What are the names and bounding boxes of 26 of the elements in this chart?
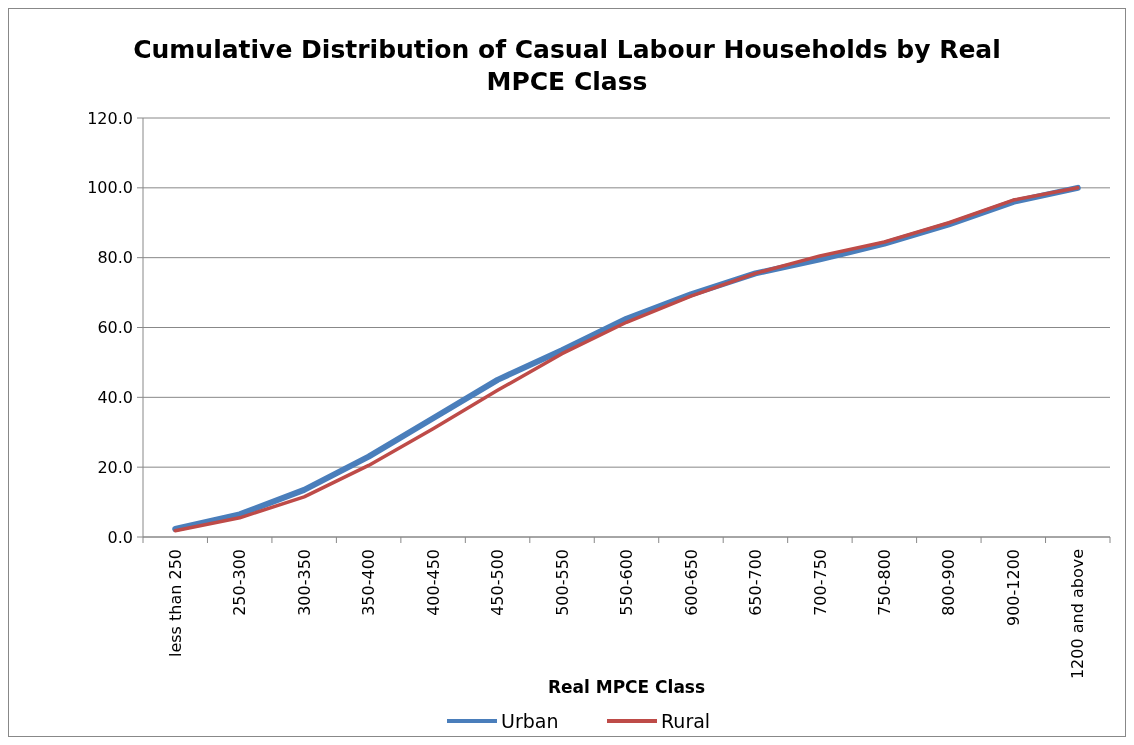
x-tick-label: 500-550 (552, 549, 572, 616)
x-tick-label: 250-300 (230, 549, 250, 616)
legend-label: Urban (501, 709, 559, 732)
y-tick-label: 0.0 (107, 527, 133, 547)
y-tick-label: 20.0 (97, 457, 133, 477)
legend-label: Rural (661, 709, 711, 732)
x-tick-label: 650-700 (746, 549, 766, 616)
x-tick-label: 400-450 (423, 549, 443, 616)
x-tick-label: 350-400 (359, 549, 379, 616)
x-axis-title: Real MPCE Class (547, 677, 706, 697)
x-tick-label: 750-800 (874, 549, 894, 616)
x-tick-label: less than 250 (165, 549, 185, 658)
y-tick-label: 100.0 (87, 178, 133, 198)
y-tick-label: 80.0 (97, 248, 133, 268)
y-tick-label: 120.0 (87, 108, 133, 128)
y-tick-label: 40.0 (97, 387, 133, 407)
x-tick-label: 800-900 (939, 549, 959, 616)
x-tick-label: 700-750 (810, 549, 830, 616)
x-tick-label: 450-500 (488, 549, 508, 616)
chart-title: Cumulative Distribution of Casual Labour Households by Real MPCE Class (133, 35, 1001, 96)
x-tick-label: 300-350 (294, 549, 314, 616)
x-tick-label: 600-650 (681, 549, 701, 616)
x-tick-label: 550-600 (617, 549, 637, 616)
x-tick-label: 900-1200 (1003, 549, 1023, 627)
y-tick-label: 60.0 (97, 318, 133, 338)
x-tick-label: 1200 and above (1068, 549, 1088, 680)
